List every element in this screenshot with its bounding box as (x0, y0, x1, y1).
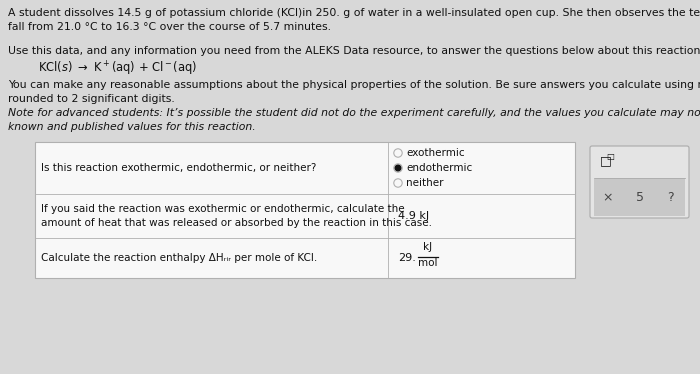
Text: neither: neither (406, 178, 444, 188)
Text: 5: 5 (636, 191, 644, 204)
Bar (35, 142, 575, 278)
FancyBboxPatch shape (590, 146, 689, 218)
Text: Use this data, and any information you need from the ALEKS Data resource, to ans: Use this data, and any information you n… (8, 46, 700, 56)
Bar (594, 179, 685, 216)
Text: A student dissolves 14.5 g of potassium chloride (KCl)in 250. g of water in a we: A student dissolves 14.5 g of potassium … (8, 8, 700, 31)
Text: 4.9 kJ: 4.9 kJ (398, 211, 429, 221)
Text: kJ: kJ (424, 242, 433, 252)
Text: mol: mol (419, 258, 438, 268)
Text: ×: × (603, 191, 613, 204)
Text: 29.: 29. (398, 253, 416, 263)
Text: Is this reaction exothermic, endothermic, or neither?: Is this reaction exothermic, endothermic… (41, 163, 316, 173)
Text: If you said the reaction was exothermic or endothermic, calculate the
amount of : If you said the reaction was exothermic … (41, 204, 432, 228)
Text: KCl($s$) $\rightarrow$ K$^+$(aq) + Cl$^-$(aq): KCl($s$) $\rightarrow$ K$^+$(aq) + Cl$^-… (38, 60, 197, 78)
Text: endothermic: endothermic (406, 163, 473, 173)
Text: Calculate the reaction enthalpy ΔHᵣᵢᵣ per mole of KCl.: Calculate the reaction enthalpy ΔHᵣᵢᵣ pe… (41, 253, 317, 263)
Text: □: □ (600, 154, 612, 167)
Text: Note for advanced students: It’s possible the student did not do the experiment : Note for advanced students: It’s possibl… (8, 108, 700, 132)
Circle shape (395, 165, 401, 171)
Text: exothermic: exothermic (406, 148, 465, 158)
Text: You can make any reasonable assumptions about the physical properties of the sol: You can make any reasonable assumptions … (8, 80, 700, 104)
Text: □: □ (606, 152, 614, 161)
Text: ?: ? (666, 191, 673, 204)
